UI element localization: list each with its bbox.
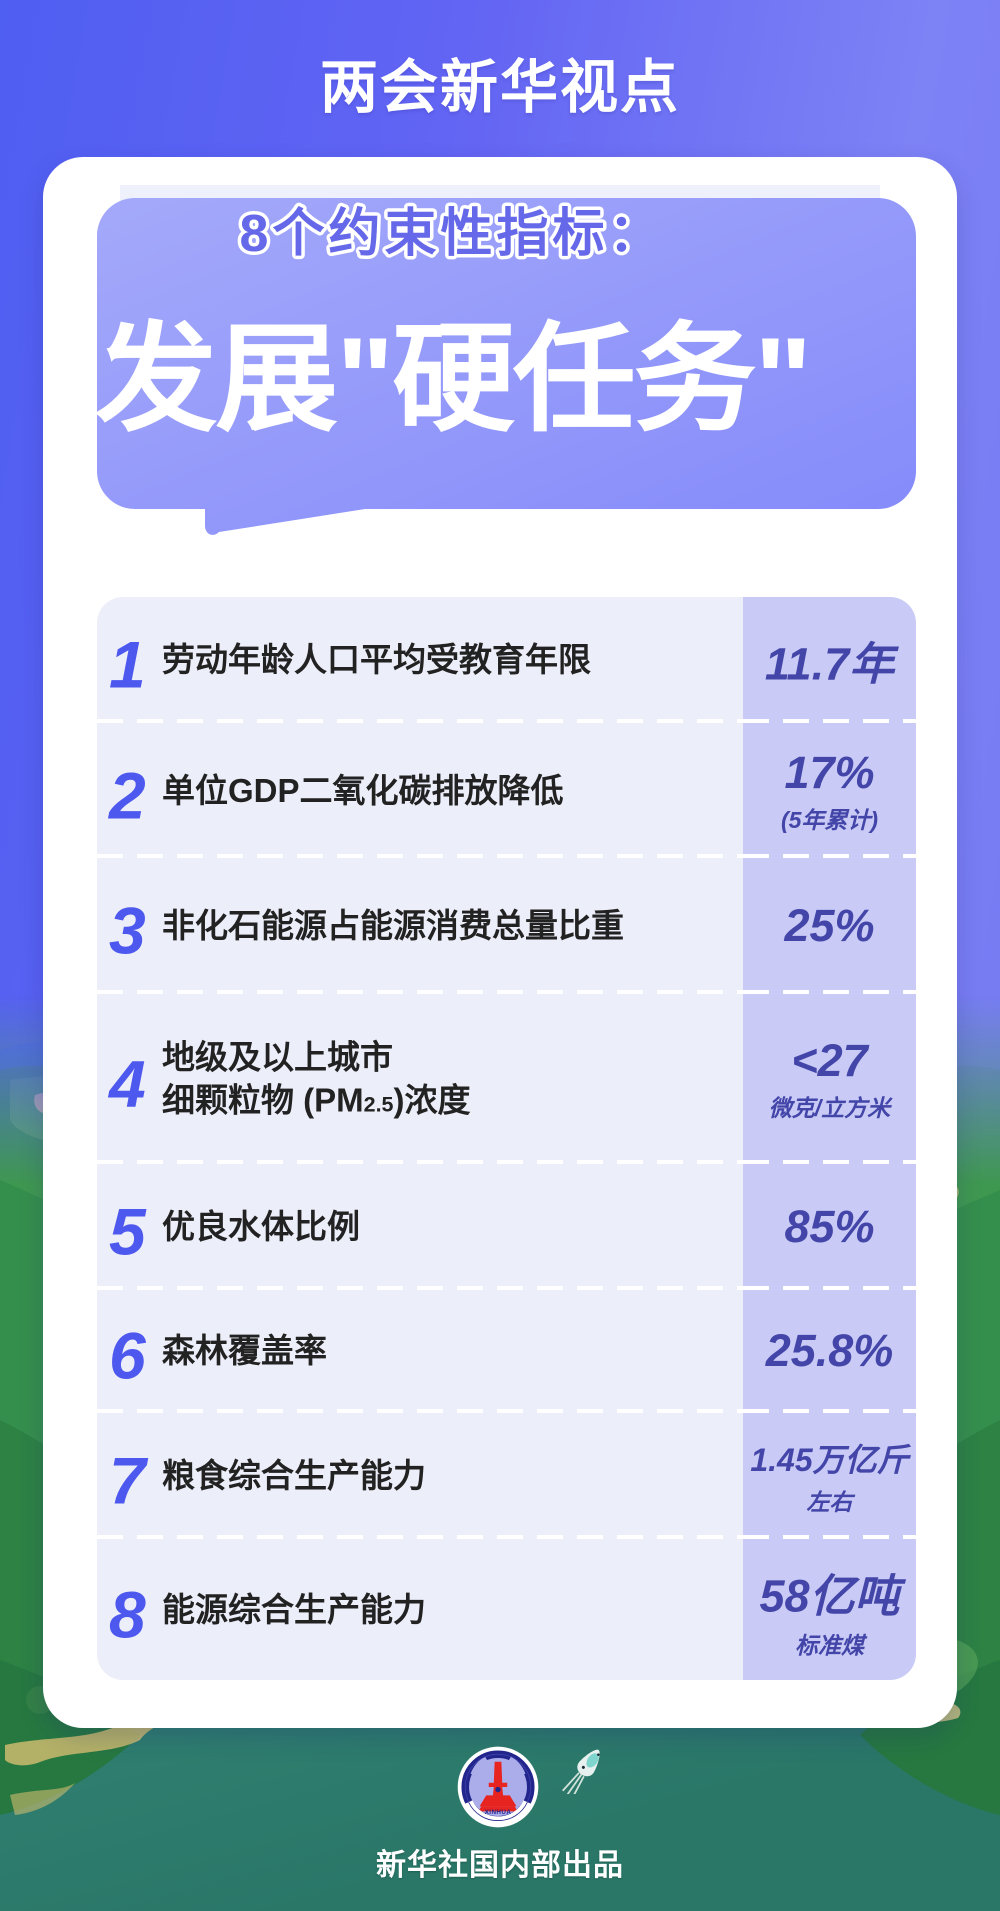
svg-text:XINHUA: XINHUA xyxy=(485,1809,512,1816)
svg-text:8个约束性指标：: 8个约束性指标： xyxy=(240,205,665,263)
